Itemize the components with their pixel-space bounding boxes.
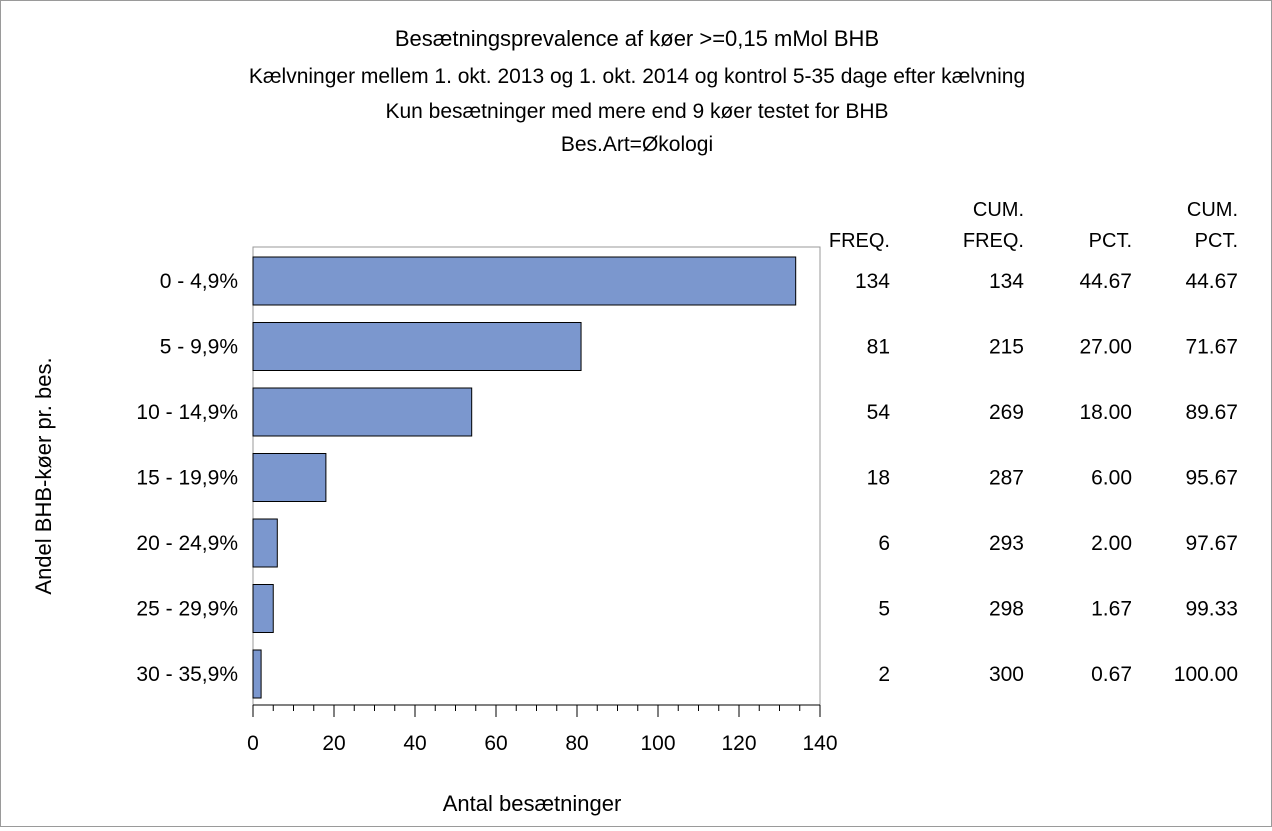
table-cell: 269 — [989, 401, 1024, 424]
chart-title: Besætningsprevalence af køer >=0,15 mMol… — [395, 26, 879, 51]
bar — [252, 584, 274, 633]
table-cell: 1.67 — [1091, 598, 1132, 621]
x-tick-label: 40 — [403, 732, 426, 755]
table-cell: 6.00 — [1091, 467, 1132, 490]
x-tick-label: 0 — [247, 732, 259, 755]
table-cell: 298 — [989, 598, 1024, 621]
table-cell: 6 — [878, 532, 890, 555]
plot-area — [252, 246, 821, 706]
y-axis-label: Andel BHB-køer pr. bes. — [31, 357, 56, 594]
table-cell: 2.00 — [1091, 532, 1132, 555]
y-tick-label: 30 - 35,9% — [136, 663, 238, 686]
y-tick-label: 25 - 29,9% — [136, 598, 238, 621]
table-header-line1: CUM. — [1187, 199, 1238, 221]
y-tick-labels: 0 - 4,9% 5 - 9,9% 10 - 14,9% 15 - 19,9% 20 -… — [136, 270, 238, 686]
chart-subtitle-1: Kælvninger mellem 1. okt. 2013 og 1. okt… — [249, 65, 1025, 88]
table-cell: 287 — [989, 467, 1024, 490]
bar — [252, 322, 582, 371]
table-cell: 89.67 — [1185, 401, 1238, 424]
bar — [252, 256, 797, 306]
table-header: FREQ. — [829, 230, 890, 252]
table-cell: 293 — [989, 532, 1024, 555]
table-cell: 97.67 — [1185, 532, 1238, 555]
table-header: PCT. — [1089, 230, 1132, 252]
y-tick-label: 10 - 14,9% — [136, 401, 238, 424]
x-axis: 0 20 40 60 80 100 120 140 — [247, 704, 838, 755]
x-tick-label: 60 — [484, 732, 507, 755]
table-cell: 44.67 — [1079, 270, 1132, 293]
table-cell: 95.67 — [1185, 467, 1238, 490]
bar — [252, 518, 278, 568]
table-cell: 27.00 — [1079, 336, 1132, 359]
chart-subtitle-3: Bes.Art=Økologi — [561, 133, 713, 156]
statistics-table: FREQ. CUM. FREQ. PCT. CUM. PCT. 134 134 44.67 44.… — [829, 199, 1238, 686]
table-cell: 81 — [867, 336, 890, 359]
table-cell: 54 — [867, 401, 891, 424]
table-cell: 2 — [878, 663, 890, 686]
y-tick-label: 5 - 9,9% — [160, 336, 238, 359]
bar — [252, 453, 327, 502]
table-cell: 134 — [989, 270, 1024, 293]
bar — [252, 649, 262, 699]
table-cell: 44.67 — [1185, 270, 1238, 293]
table-header: FREQ. — [963, 230, 1024, 252]
table-cell: 99.33 — [1185, 598, 1238, 621]
y-tick-label: 20 - 24,9% — [136, 532, 238, 555]
x-tick-label: 80 — [565, 732, 588, 755]
y-tick-label: 0 - 4,9% — [160, 270, 238, 293]
x-tick-label: 100 — [640, 732, 675, 755]
table-cell: 300 — [989, 663, 1024, 686]
bars-group — [252, 256, 797, 699]
bar — [252, 387, 473, 437]
table-cell: 18 — [867, 467, 890, 490]
table-cell: 134 — [855, 270, 890, 293]
table-header-line1: CUM. — [973, 199, 1024, 221]
table-cell: 0.67 — [1091, 663, 1132, 686]
x-axis-label: Antal besætninger — [443, 791, 622, 816]
table-cell: 18.00 — [1079, 401, 1132, 424]
x-tick-label: 140 — [802, 732, 837, 755]
table-cell: 100.00 — [1174, 663, 1238, 686]
x-tick-label: 120 — [721, 732, 756, 755]
y-tick-label: 15 - 19,9% — [136, 467, 238, 490]
table-cell: 71.67 — [1185, 336, 1238, 359]
x-tick-label: 20 — [322, 732, 345, 755]
table-header: PCT. — [1195, 230, 1238, 252]
chart-subtitle-2: Kun besætninger med mere end 9 køer test… — [385, 100, 888, 123]
table-cell: 215 — [989, 336, 1024, 359]
table-cell: 5 — [878, 598, 890, 621]
